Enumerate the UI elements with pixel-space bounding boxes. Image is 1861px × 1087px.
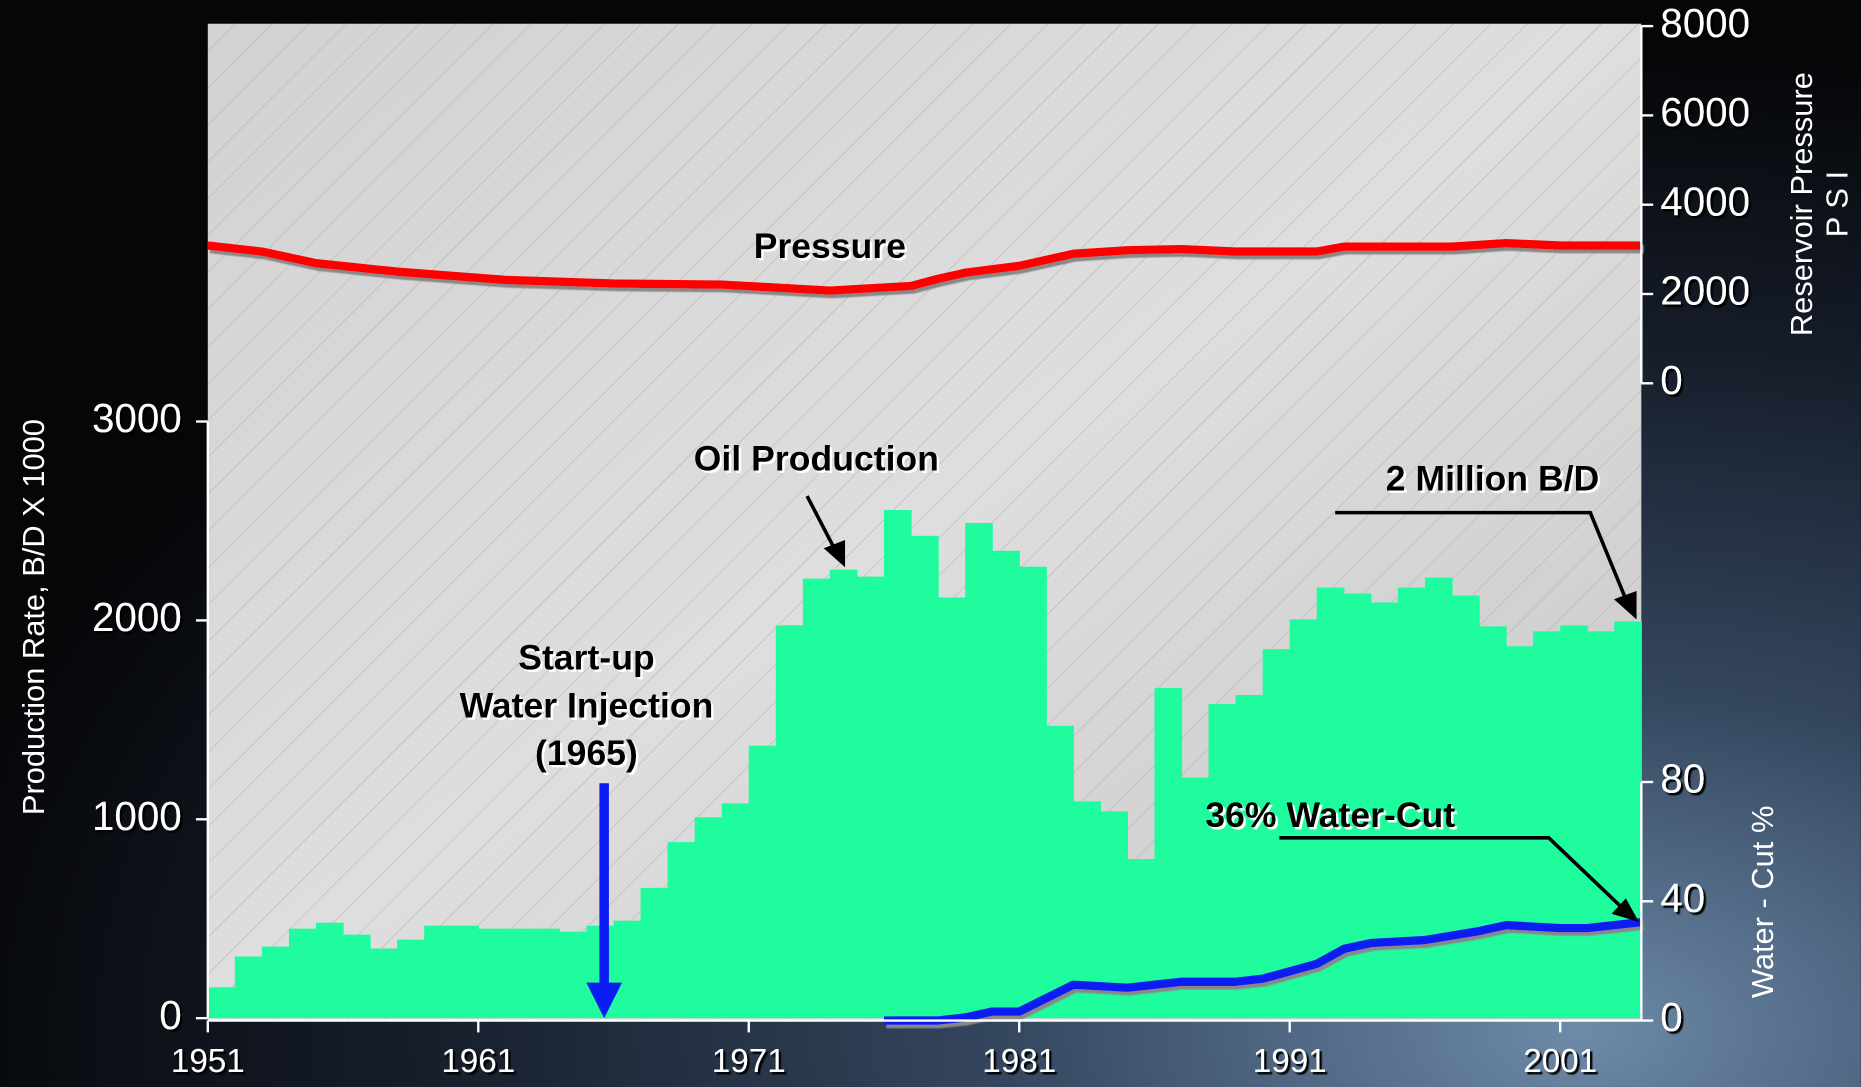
bar <box>1506 646 1534 1019</box>
y3-tick-label: 0 <box>1660 994 1682 1040</box>
bar <box>1397 587 1426 1019</box>
bar <box>640 887 669 1019</box>
x-tick-label: 1991 <box>1253 1043 1327 1080</box>
annotation: (1965) <box>535 733 638 773</box>
bar <box>992 550 1020 1019</box>
bar <box>1316 587 1345 1019</box>
bar <box>1451 595 1480 1019</box>
bar <box>1289 619 1318 1019</box>
bar <box>424 925 452 1019</box>
bar <box>911 535 939 1019</box>
arrow <box>1279 836 1628 913</box>
x-tick-label: 1971 <box>712 1043 786 1080</box>
bar <box>856 576 885 1019</box>
bar <box>938 597 966 1019</box>
arrow-head <box>1614 590 1637 620</box>
bar <box>478 928 506 1019</box>
bar <box>802 578 831 1019</box>
arrow <box>1335 510 1630 606</box>
bar <box>370 948 398 1019</box>
annotation: 36% Water-Cut <box>1205 795 1455 835</box>
bar <box>1587 631 1615 1019</box>
bar <box>1370 602 1399 1019</box>
annotation: Oil Production <box>694 439 939 479</box>
arrow-head <box>823 539 846 568</box>
bar <box>451 925 479 1019</box>
bar <box>397 939 425 1019</box>
arrows <box>586 495 1639 1019</box>
bar <box>261 946 290 1019</box>
y-tick-label: 1000 <box>92 793 182 839</box>
line <box>207 238 1642 295</box>
y2-tick-label: 0 <box>1660 357 1682 403</box>
annotation: Pressure <box>754 226 906 266</box>
y-tick-label: 2000 <box>92 594 182 640</box>
bar <box>748 745 777 1019</box>
bar <box>1154 688 1183 1019</box>
y2-tick-label: 4000 <box>1660 178 1750 224</box>
bar <box>343 934 371 1019</box>
bar <box>559 931 588 1019</box>
bar <box>721 803 750 1019</box>
x-tick-label: 1951 <box>171 1043 245 1080</box>
bar <box>316 922 344 1019</box>
y2-tick-label: 6000 <box>1660 89 1750 135</box>
bar <box>1614 621 1642 1019</box>
marks <box>207 238 1642 1025</box>
bar <box>1533 631 1561 1019</box>
y2-axis-label: Reservoir Pressure <box>1784 72 1819 336</box>
arrow-head <box>586 982 622 1019</box>
y3-axis-label: Water - Cut % <box>1745 806 1780 999</box>
bar <box>1127 859 1156 1019</box>
annotation: 2 Million B/D <box>1386 459 1600 499</box>
bar <box>694 817 723 1019</box>
bar <box>288 928 317 1019</box>
bar <box>965 522 993 1019</box>
bar <box>829 569 858 1019</box>
y-tick-label: 0 <box>159 992 181 1038</box>
bar <box>1479 626 1507 1019</box>
x-tick-label: 2001 <box>1523 1043 1597 1080</box>
bar <box>207 987 236 1019</box>
bar <box>1046 725 1074 1019</box>
line <box>883 918 1642 1025</box>
bar <box>1262 649 1291 1019</box>
y2-axis-label: P S I <box>1820 171 1855 237</box>
annotation: Water Injection <box>460 685 714 725</box>
annotation: Start-up <box>518 638 654 678</box>
bar <box>532 928 561 1019</box>
bar <box>1019 566 1047 1019</box>
y-axis-label: Production Rate, B/D X 1000 <box>16 419 51 815</box>
bar <box>1424 577 1453 1019</box>
arrow-head <box>1611 898 1639 923</box>
y3-tick-label: 40 <box>1660 875 1705 921</box>
bar <box>667 842 696 1019</box>
y2-tick-label: 2000 <box>1660 268 1750 314</box>
bar <box>1560 625 1588 1019</box>
bar <box>775 625 804 1019</box>
bar <box>234 956 263 1019</box>
bar <box>505 928 533 1019</box>
bar <box>1208 703 1237 1019</box>
y-tick-label: 3000 <box>92 395 182 441</box>
x-tick-label: 1961 <box>441 1043 515 1080</box>
bar <box>1235 694 1264 1019</box>
x-tick-label: 1981 <box>982 1043 1056 1080</box>
bar <box>883 510 912 1019</box>
y3-tick-label: 80 <box>1660 756 1705 802</box>
bar <box>613 920 642 1019</box>
y2-tick-label: 8000 <box>1660 0 1750 46</box>
